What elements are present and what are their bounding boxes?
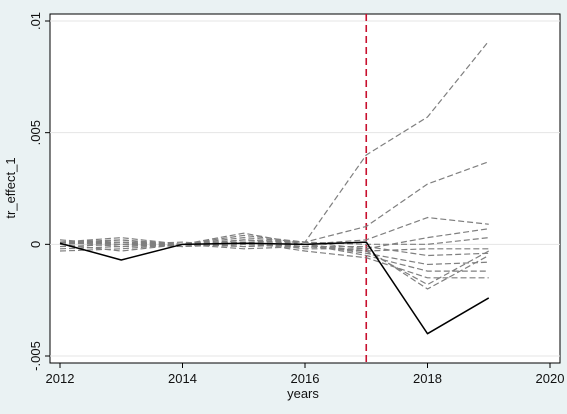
series-line-placebo — [59, 161, 489, 248]
x-tick-label: 2016 — [291, 371, 320, 386]
series-line-treated — [59, 241, 490, 335]
x-tick-label: 2018 — [413, 371, 442, 386]
series-layer — [59, 40, 490, 335]
axis-layer: -.005 0 .005 .01 2012 2014 2016 2018 2020 — [28, 12, 564, 386]
y-tick-label: 0 — [28, 241, 43, 248]
series-line-placebo — [59, 241, 489, 279]
x-tick-label: 2012 — [46, 371, 75, 386]
series-line-placebo — [59, 239, 489, 272]
y-axis-title: tr_effect_1 — [3, 157, 18, 218]
x-axis-title: years — [287, 386, 319, 401]
x-tick-label: 2014 — [168, 371, 197, 386]
x-tick-label: 2020 — [536, 371, 565, 386]
series-line-placebo — [59, 243, 490, 286]
y-tick-label: -.005 — [28, 341, 43, 371]
series-line-placebo — [59, 216, 489, 245]
plot-area — [49, 13, 561, 364]
y-tick-label: .005 — [28, 120, 43, 145]
y-tick-label: .01 — [28, 12, 43, 30]
